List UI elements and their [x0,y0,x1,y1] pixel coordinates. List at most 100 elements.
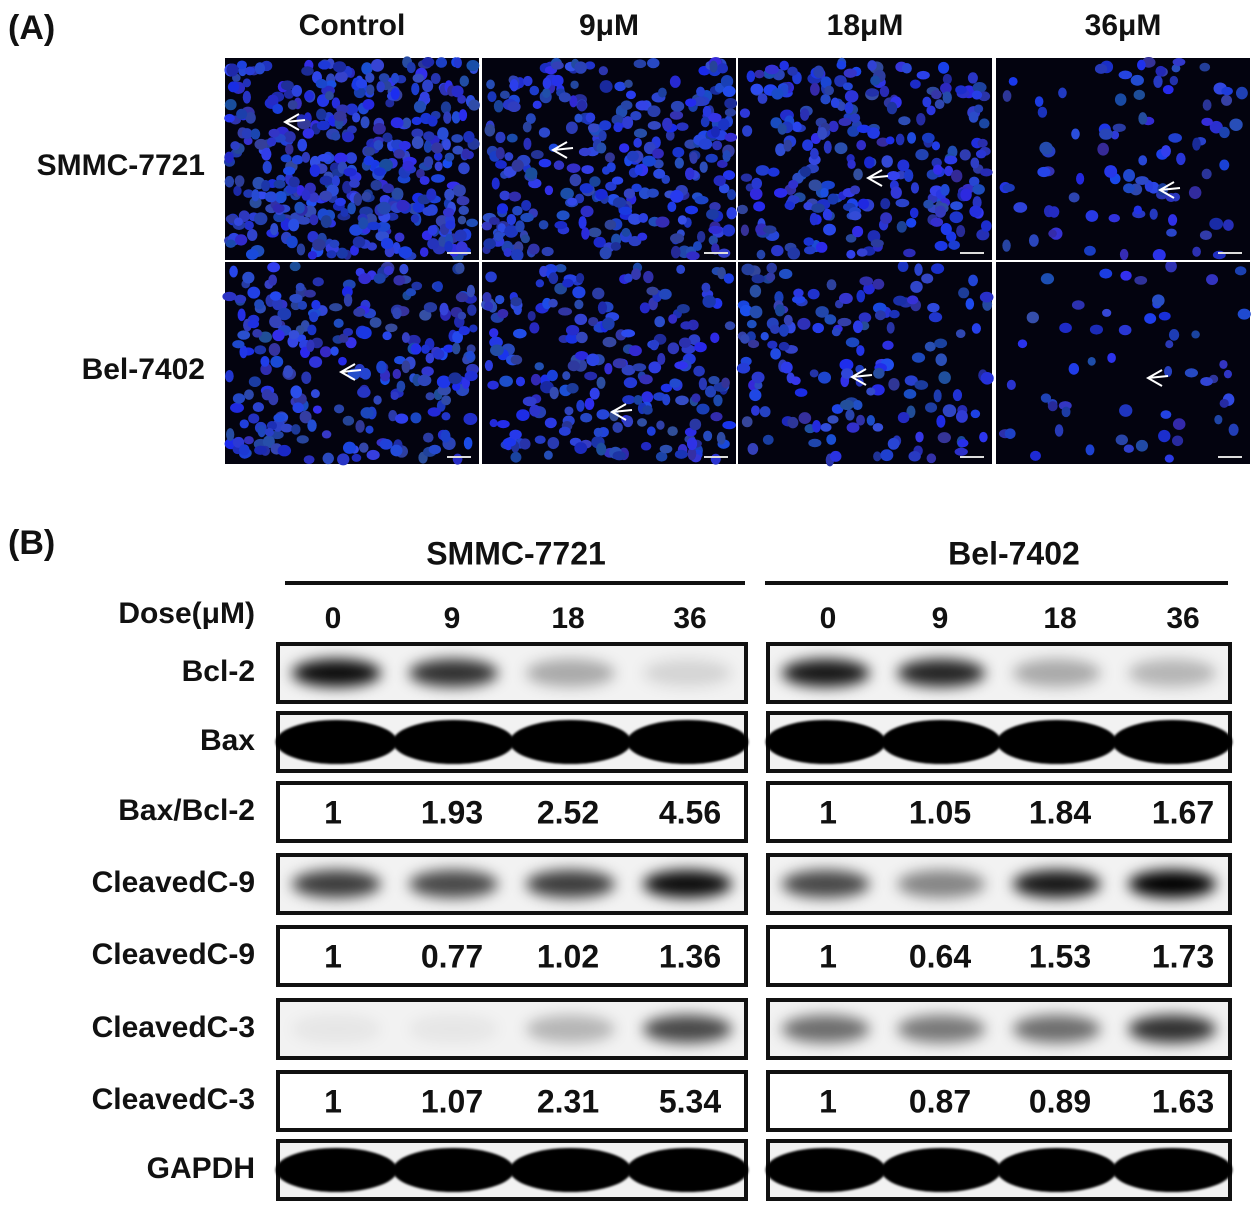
nucleus [1133,89,1146,100]
nucleus [258,331,272,343]
nucleus [297,118,311,130]
nucleus [646,286,659,296]
nucleus [1123,168,1136,182]
nucleus [793,288,804,298]
nucleus [338,356,347,366]
nucleus [1047,401,1058,412]
nucleus [659,444,673,454]
nucleus [670,100,685,112]
nucleus [709,60,718,73]
nucleus [272,297,283,311]
nucleus [955,329,966,339]
band [292,870,381,898]
nucleus [712,140,723,151]
nucleus [270,223,279,236]
nucleus [956,410,968,423]
nucleus [291,424,301,435]
nucleus [778,324,789,337]
nucleus [225,369,234,383]
ratio-value: 1.36 [659,938,721,974]
nucleus [1164,366,1173,377]
nucleus [885,136,895,145]
nucleus [452,145,464,155]
nucleus [512,205,523,216]
ratio-value: 1 [324,794,342,830]
nucleus [954,447,968,456]
nucleus [254,62,266,75]
lane-box [766,853,1232,915]
row-label: SMMC-7721 [37,149,205,182]
nucleus [1152,248,1166,262]
nucleus [401,332,410,344]
nucleus [297,300,308,310]
nucleus [436,375,451,389]
nucleus [858,312,872,323]
nucleus [584,397,595,411]
nucleus [455,241,468,255]
nucleus [412,201,425,213]
nucleus [340,208,349,217]
nucleus [691,393,701,403]
nucleus [797,317,811,330]
micrograph [996,57,1250,262]
nucleus [739,108,751,119]
nucleus [764,64,779,75]
nucleus [975,149,987,159]
nucleus [529,404,541,417]
nucleus [838,292,853,305]
nucleus [569,95,578,108]
nucleus [662,393,671,406]
nucleus [565,332,579,344]
nucleus [881,155,893,168]
ratio-value: 1.53 [1029,938,1091,974]
nucleus [412,73,425,83]
nucleus [699,161,708,173]
nucleus [792,121,802,132]
ratio-value: 5.34 [659,1083,721,1119]
nucleus [959,149,971,161]
nucleus [880,198,891,210]
nucleus [576,331,588,344]
nucleus [724,108,736,117]
band [643,659,732,687]
nucleus [525,113,536,125]
nucleus [897,159,910,172]
nucleus [529,85,540,96]
nucleus [1237,308,1251,320]
nucleus [322,452,334,465]
nucleus [910,280,923,293]
nucleus [455,262,465,274]
nucleus [597,301,608,315]
nucleus [458,109,468,122]
nucleus [321,430,332,439]
nucleus [846,249,856,259]
nucleus [779,60,789,71]
nucleus [421,366,434,377]
nucleus [507,101,521,113]
nucleus [370,179,382,191]
nucleus [488,216,500,225]
nucleus [926,105,936,116]
nucleus [508,191,522,202]
nucleus [373,140,384,151]
lane-box [276,853,748,915]
nucleus [548,298,558,308]
nucleus [856,124,871,134]
nucleus [1192,246,1201,257]
nucleus [458,325,470,336]
band [292,1015,381,1043]
nucleus [237,308,246,322]
nucleus [866,415,875,426]
nucleus [484,124,496,137]
nucleus [273,413,285,423]
nucleus [948,240,960,250]
nucleus [391,72,400,84]
nucleus [813,65,825,79]
lane-box [275,1139,749,1201]
nucleus [251,189,260,202]
group-title: Bel-7402 [948,535,1080,571]
nucleus [823,140,832,154]
nucleus [870,75,881,86]
nucleus [655,216,670,228]
nucleus [232,436,245,448]
